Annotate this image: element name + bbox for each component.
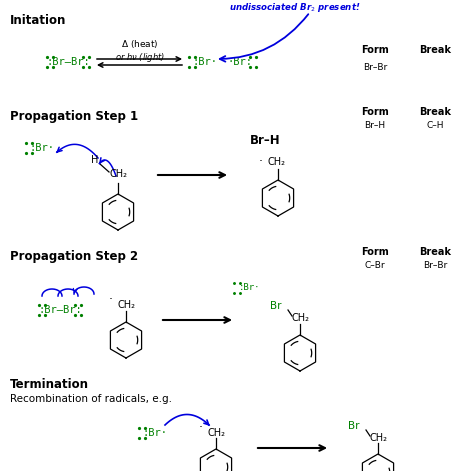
Text: :Br·: :Br· [143,428,167,438]
Text: :Br–Br:: :Br–Br: [46,57,90,67]
Text: Form: Form [361,107,389,117]
Text: Termination: Termination [10,378,89,391]
Text: Br–H: Br–H [365,121,385,130]
Text: Break: Break [419,45,451,55]
Text: ·: · [259,155,263,169]
Text: ·: · [109,293,113,307]
Text: undissociated Br$_2$ present!: undissociated Br$_2$ present! [229,0,361,14]
Text: Recombination of radicals, e.g.: Recombination of radicals, e.g. [10,394,172,404]
Text: CH₂: CH₂ [118,300,136,310]
Text: Form: Form [361,247,389,257]
Text: CH₂: CH₂ [268,157,286,167]
Text: or $h\nu$ (light): or $h\nu$ (light) [115,51,165,65]
Text: CH₂: CH₂ [110,169,128,179]
Text: Br–H: Br–H [250,133,280,146]
Text: Initation: Initation [10,14,66,27]
Text: CH₂: CH₂ [208,428,226,438]
Text: :Br·: :Br· [192,57,218,67]
Text: $\Delta$ (heat): $\Delta$ (heat) [121,38,159,50]
Text: :Br·: :Br· [29,143,55,153]
Text: Propagation Step 1: Propagation Step 1 [10,110,138,123]
Text: H: H [91,155,99,165]
Text: Br: Br [270,301,282,311]
Text: Break: Break [419,107,451,117]
Text: C–Br: C–Br [365,261,385,270]
Text: C–H: C–H [426,121,444,130]
Text: Br: Br [348,421,359,431]
Text: Propagation Step 2: Propagation Step 2 [10,250,138,263]
Text: ·Br:: ·Br: [228,57,253,67]
Text: Form: Form [361,45,389,55]
Text: Br–Br: Br–Br [363,63,387,72]
Text: :Br·: :Br· [239,284,261,292]
Text: Br–Br: Br–Br [423,261,447,270]
Text: CH₂: CH₂ [292,313,310,323]
Text: Break: Break [419,247,451,257]
Text: CH₂: CH₂ [370,433,388,443]
Text: ·: · [199,422,203,435]
Text: :Br–Br:: :Br–Br: [38,305,82,315]
